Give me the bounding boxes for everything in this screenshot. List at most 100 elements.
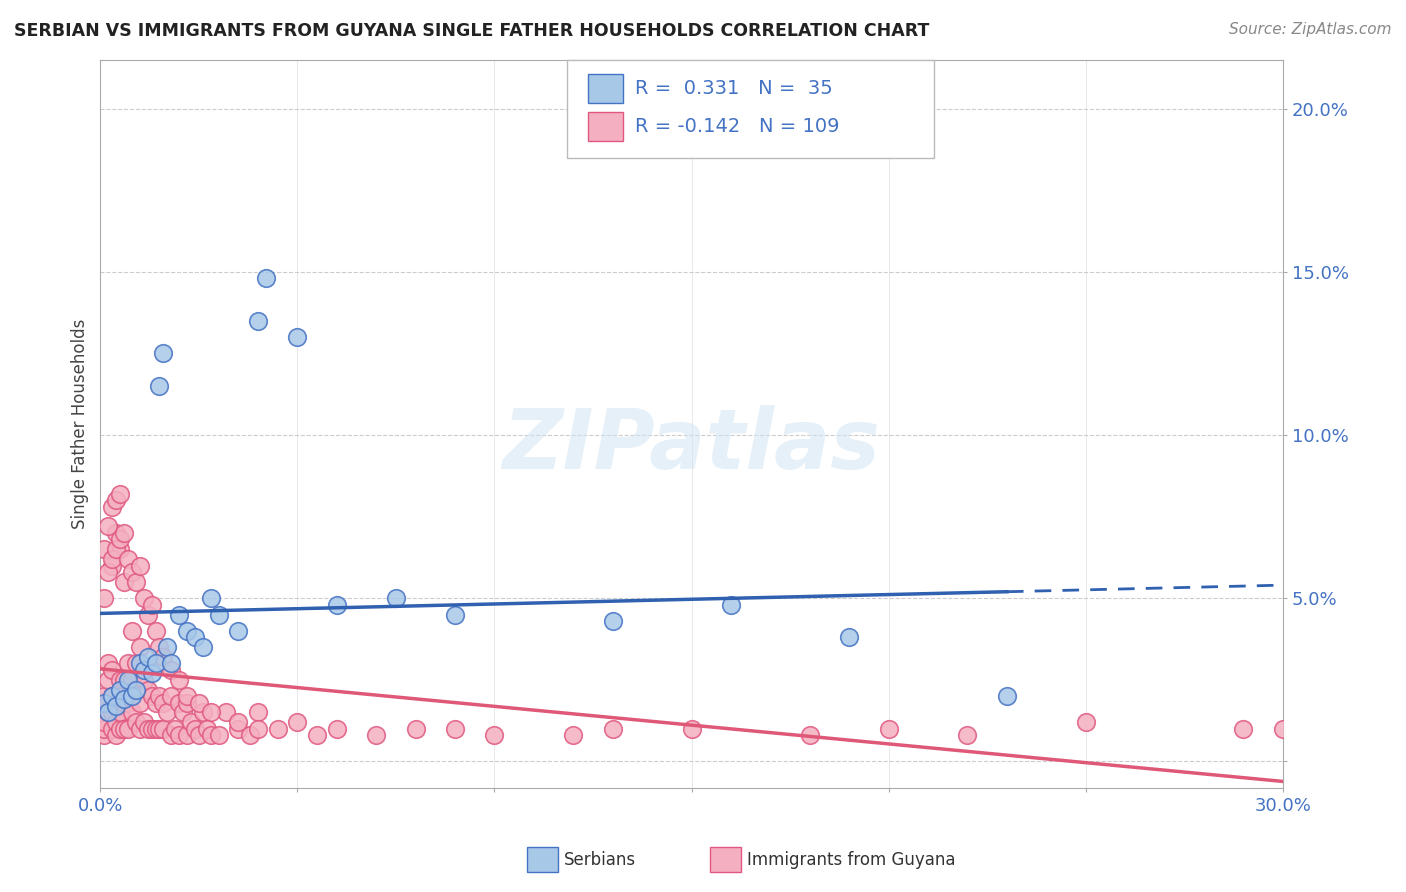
- Point: [105, 728, 128, 742]
- Point: [1271, 722, 1294, 736]
- Point: [112, 525, 135, 540]
- Point: [160, 663, 183, 677]
- Point: [167, 673, 190, 687]
- Point: [93, 591, 115, 606]
- Point: [112, 574, 135, 589]
- Point: [105, 698, 128, 713]
- Point: [156, 706, 179, 720]
- Point: [176, 624, 198, 638]
- Point: [145, 722, 167, 736]
- Point: [105, 525, 128, 540]
- Point: [132, 663, 155, 677]
- Point: [247, 314, 270, 328]
- Point: [148, 722, 170, 736]
- Point: [117, 722, 139, 736]
- Point: [307, 728, 329, 742]
- Point: [141, 598, 163, 612]
- Point: [101, 689, 124, 703]
- Point: [97, 706, 120, 720]
- Point: [152, 696, 174, 710]
- Point: [128, 640, 150, 655]
- Point: [191, 640, 214, 655]
- Point: [132, 591, 155, 606]
- Point: [145, 657, 167, 671]
- Point: [136, 682, 159, 697]
- Point: [176, 689, 198, 703]
- Point: [101, 500, 124, 514]
- Point: [121, 706, 143, 720]
- Point: [247, 722, 270, 736]
- Point: [562, 728, 585, 742]
- Point: [93, 542, 115, 557]
- Point: [239, 728, 262, 742]
- Point: [191, 706, 214, 720]
- Point: [105, 696, 128, 710]
- Point: [121, 689, 143, 703]
- Point: [160, 689, 183, 703]
- Point: [117, 696, 139, 710]
- Point: [108, 542, 131, 557]
- FancyBboxPatch shape: [588, 74, 623, 103]
- Point: [287, 330, 309, 344]
- Point: [444, 722, 467, 736]
- Point: [97, 673, 120, 687]
- Point: [93, 722, 115, 736]
- Point: [184, 722, 207, 736]
- Point: [148, 640, 170, 655]
- Point: [226, 715, 249, 730]
- Point: [101, 558, 124, 573]
- Point: [720, 598, 742, 612]
- Point: [160, 728, 183, 742]
- Point: [160, 657, 183, 671]
- Point: [117, 657, 139, 671]
- Point: [128, 657, 150, 671]
- Point: [200, 728, 222, 742]
- Point: [184, 631, 207, 645]
- Point: [405, 722, 427, 736]
- Point: [799, 728, 821, 742]
- Point: [956, 728, 979, 742]
- Point: [995, 689, 1018, 703]
- Point: [112, 692, 135, 706]
- Point: [108, 722, 131, 736]
- Point: [121, 565, 143, 579]
- Point: [326, 598, 349, 612]
- Point: [128, 722, 150, 736]
- Point: [176, 696, 198, 710]
- Point: [136, 722, 159, 736]
- Point: [108, 673, 131, 687]
- Point: [602, 722, 624, 736]
- Point: [145, 624, 167, 638]
- Point: [226, 624, 249, 638]
- Text: Immigrants from Guyana: Immigrants from Guyana: [747, 851, 955, 869]
- Point: [117, 673, 139, 687]
- Point: [1232, 722, 1254, 736]
- Point: [101, 552, 124, 566]
- Point: [366, 728, 388, 742]
- Point: [97, 657, 120, 671]
- Point: [128, 696, 150, 710]
- Point: [176, 728, 198, 742]
- Point: [141, 666, 163, 681]
- Point: [167, 607, 190, 622]
- Y-axis label: Single Father Households: Single Father Households: [72, 318, 89, 529]
- Point: [180, 715, 202, 730]
- Point: [215, 706, 238, 720]
- Point: [1074, 715, 1097, 730]
- Point: [200, 706, 222, 720]
- Point: [172, 706, 194, 720]
- Point: [200, 591, 222, 606]
- Point: [136, 607, 159, 622]
- Point: [247, 706, 270, 720]
- Point: [148, 379, 170, 393]
- Point: [105, 715, 128, 730]
- Point: [385, 591, 408, 606]
- Point: [877, 722, 900, 736]
- Point: [93, 696, 115, 710]
- Point: [93, 689, 115, 703]
- Point: [148, 689, 170, 703]
- Text: ZIPatlas: ZIPatlas: [502, 405, 880, 486]
- Point: [187, 696, 209, 710]
- Point: [136, 650, 159, 665]
- Point: [93, 715, 115, 730]
